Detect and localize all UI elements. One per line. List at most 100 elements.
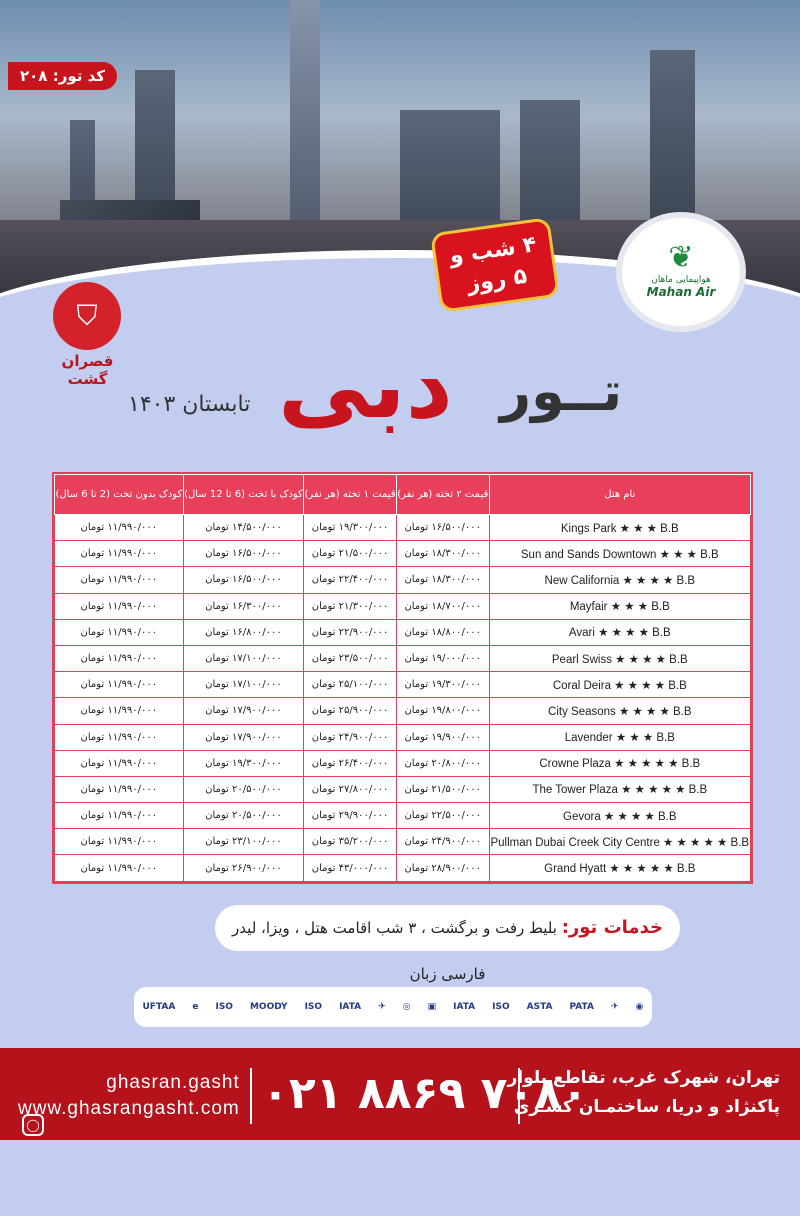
price-cell: ۲۱/۵۰۰/۰۰۰ تومان [395, 775, 490, 804]
price-cell: ۱۶/۵۰۰/۰۰۰ تومان [395, 513, 490, 542]
price-cell: ۲۳/۵۰۰/۰۰۰ تومان [303, 644, 397, 673]
price-cell: ۲۵/۹۰۰/۰۰۰ تومان [303, 697, 397, 725]
price-cell: ۲۰/۵۰۰/۰۰۰ تومان [182, 775, 305, 804]
hotel-name: Grand Hyatt ★ ★ ★ ★ ★ B.B [488, 854, 752, 882]
price-cell: ۱۱/۹۹۰/۰۰۰ تومان [54, 749, 184, 777]
table-row: Mayfair ★ ★ ★ B.B ۱۸/۷۰۰/۰۰۰ تومان ۲۱/۳۰۰/… [54, 592, 752, 620]
hotel-name: Sun and Sands Downtown ★ ★ ★ B.B [488, 540, 752, 568]
phone-number[interactable]: ۰۲۱ ۸۸۶۹ ۷۰۸۰ [262, 1068, 589, 1119]
tour-services: خدمات تور: بلیط رفت و برگشت ، ۳ شب اقامت… [215, 905, 680, 983]
price-cell: ۲۶/۴۰۰/۰۰۰ تومان [303, 749, 397, 777]
airline-name-en: Mahan Air [646, 285, 716, 299]
hotel-name: Coral Deira ★ ★ ★ ★ B.B [488, 671, 752, 699]
table-row: Grand Hyatt ★ ★ ★ ★ ★ B.B ۲۸/۹۰۰/۰۰۰ توما… [54, 854, 752, 882]
price-cell: ۱۹/۹۰۰/۰۰۰ تومان [395, 723, 490, 751]
website-link[interactable]: www.ghasrangasht.com [18, 1098, 240, 1119]
accreditation-logo: IATA [453, 1002, 476, 1012]
accreditation-logos: UFTAA e ISO MOODY ISO IATA ✈ ◎ ▣ IATA ISO ASTA PATA ✈… [134, 987, 652, 1027]
hotel-name: Lavender ★ ★ ★ B.B [488, 723, 752, 751]
column-header: قیمت ۲ تخته (هر نفر) [395, 474, 490, 515]
agency-name: قصران گشت [61, 352, 114, 388]
price-cell: ۱۶/۳۰۰/۰۰۰ تومان [182, 592, 305, 620]
hotel-name: Avari ★ ★ ★ ★ B.B [488, 618, 752, 646]
hotel-name: New California ★ ★ ★ ★ B.B [488, 566, 752, 594]
mahan-air-logo: ❦ هواپیمایی ماهان Mahan Air [622, 218, 740, 326]
price-cell: ۱۱/۹۹۰/۰۰۰ تومان [54, 775, 184, 804]
tour-code-badge: کد تور: ۲۰۸ [8, 62, 117, 90]
price-cell: ۱۹/۸۰۰/۰۰۰ تومان [395, 697, 490, 725]
price-cell: ۱۴/۵۰۰/۰۰۰ تومان [182, 513, 305, 542]
price-cell: ۱۹/۳۰۰/۰۰۰ تومان [395, 671, 490, 699]
airline-name-fa: هواپیمایی ماهان [651, 275, 711, 285]
table-row: Coral Deira ★ ★ ★ ★ B.B ۱۹/۳۰۰/۰۰۰ تومان ۲… [54, 671, 752, 699]
table-row: Lavender ★ ★ ★ B.B ۱۹/۹۰۰/۰۰۰ تومان ۲۴/۹۰۰… [54, 723, 752, 751]
price-cell: ۱۱/۹۹۰/۰۰۰ تومان [54, 644, 184, 673]
accreditation-logo: ✈ [378, 1002, 386, 1012]
table-row: Crowne Plaza ★ ★ ★ ★ ★ B.B ۲۰/۸۰۰/۰۰۰ توم… [54, 749, 752, 777]
column-header: کودک بدون تخت (2 تا 6 سال) [54, 474, 184, 515]
hotel-name: The Tower Plaza ★ ★ ★ ★ ★ B.B [488, 775, 752, 804]
accreditation-logo: UFTAA [142, 1002, 176, 1012]
price-cell: ۴۳/۰۰۰/۰۰۰ تومان [303, 854, 397, 882]
price-table: نام هتل قیمت ۲ تخته (هر نفر) قیمت ۱ تخته (… [54, 474, 752, 882]
hotel-name: Gevora ★ ★ ★ ★ B.B [488, 802, 752, 830]
price-cell: ۲۱/۵۰۰/۰۰۰ تومان [303, 540, 397, 568]
address-line2: پاکنژاد و دریا، ساختمـان کسـری [513, 1097, 780, 1117]
price-cell: ۲۳/۱۰۰/۰۰۰ تومان [182, 828, 305, 856]
table-row: City Seasons ★ ★ ★ ★ B.B ۱۹/۸۰۰/۰۰۰ تومان… [54, 697, 752, 725]
divider [250, 1068, 252, 1124]
accreditation-logo: ✈ [610, 1002, 619, 1012]
table-row: Kings Park ★ ★ ★ B.B ۱۶/۵۰۰/۰۰۰ تومان ۱۹/۳… [54, 513, 752, 542]
price-cell: ۲۰/۵۰۰/۰۰۰ تومان [182, 802, 305, 830]
price-cell: ۱۱/۹۹۰/۰۰۰ تومان [54, 592, 184, 620]
price-cell: ۱۱/۹۹۰/۰۰۰ تومان [54, 828, 184, 856]
price-cell: ۲۵/۱۰۰/۰۰۰ تومان [303, 671, 397, 699]
price-cell: ۲۲/۹۰۰/۰۰۰ تومان [303, 618, 397, 646]
price-cell: ۱۹/۳۰۰/۰۰۰ تومان [182, 749, 305, 777]
price-cell: ۲۶/۹۰۰/۰۰۰ تومان [182, 854, 305, 882]
price-cell: ۱۸/۷۰۰/۰۰۰ تومان [395, 592, 490, 620]
accreditation-logo: ▣ [427, 1002, 437, 1012]
price-cell: ۱۷/۹۰۰/۰۰۰ تومان [182, 697, 305, 725]
price-cell: ۳۵/۲۰۰/۰۰۰ تومان [303, 828, 397, 856]
accreditation-logo: MOODY [249, 1002, 288, 1012]
accreditation-logo: ISO [215, 1002, 233, 1012]
accreditation-logo: ◎ [402, 1002, 411, 1012]
hotel-name: Mayfair ★ ★ ★ B.B [488, 592, 752, 620]
price-cell: ۲۰/۸۰۰/۰۰۰ تومان [395, 749, 490, 777]
contact-links: ghasran.gasht www.ghasrangasht.com [18, 1070, 240, 1122]
accreditation-logo: ISO [304, 1002, 323, 1012]
accreditation-logo: ◉ [635, 1002, 644, 1012]
price-cell: ۱۶/۵۰۰/۰۰۰ تومان [182, 540, 305, 568]
hotel-name: Kings Park ★ ★ ★ B.B [488, 513, 752, 542]
price-cell: ۱۱/۹۹۰/۰۰۰ تومان [54, 697, 184, 725]
footer: تهران، شهرک غرب، تقاطع بلوار پاکنژاد و در… [0, 1048, 800, 1140]
price-cell: ۱۸/۳۰۰/۰۰۰ تومان [395, 540, 490, 568]
table-row: Gevora ★ ★ ★ ★ B.B ۲۲/۵۰۰/۰۰۰ تومان ۲۹/۹۰۰… [54, 802, 752, 830]
table-row: New California ★ ★ ★ ★ B.B ۱۸/۳۰۰/۰۰۰ توم… [54, 566, 752, 594]
price-cell: ۲۹/۹۰۰/۰۰۰ تومان [303, 802, 397, 830]
price-cell: ۱۹/۳۰۰/۰۰۰ تومان [303, 513, 397, 542]
price-cell: ۲۱/۳۰۰/۰۰۰ تومان [303, 592, 397, 620]
table-row: Pullman Dubai Creek City Centre ★ ★ ★ ★ … [54, 828, 752, 856]
accreditation-logo: ISO [492, 1002, 510, 1012]
price-cell: ۲۲/۴۰۰/۰۰۰ تومان [303, 566, 397, 594]
price-cell: ۱۷/۹۰۰/۰۰۰ تومان [182, 723, 305, 751]
table-header-row: نام هتل قیمت ۲ تخته (هر نفر) قیمت ۱ تخته (… [54, 474, 752, 515]
instagram-icon[interactable]: ◯ [22, 1114, 44, 1136]
title-city: دبی [278, 332, 453, 439]
accreditation-logo: PATA [569, 1002, 594, 1012]
column-header: کودک با تخت (6 تا 12 سال) [182, 474, 305, 515]
price-cell: ۱۱/۹۹۰/۰۰۰ تومان [54, 618, 184, 646]
price-cell: ۱۹/۰۰۰/۰۰۰ تومان [395, 644, 490, 673]
price-cell: ۱۱/۹۹۰/۰۰۰ تومان [54, 671, 184, 699]
table-row: Sun and Sands Downtown ★ ★ ★ B.B ۱۸/۳۰۰/۰… [54, 540, 752, 568]
agency-shield-icon: ⛉ [53, 282, 121, 350]
price-cell: ۱۱/۹۹۰/۰۰۰ تومان [54, 723, 184, 751]
price-cell: ۱۱/۹۹۰/۰۰۰ تومان [54, 802, 184, 830]
instagram-handle[interactable]: ghasran.gasht [106, 1072, 240, 1093]
hotel-name: Pullman Dubai Creek City Centre ★ ★ ★ ★ … [488, 828, 752, 856]
price-cell: ۱۸/۳۰۰/۰۰۰ تومان [395, 566, 490, 594]
price-cell: ۲۸/۹۰۰/۰۰۰ تومان [395, 854, 490, 882]
